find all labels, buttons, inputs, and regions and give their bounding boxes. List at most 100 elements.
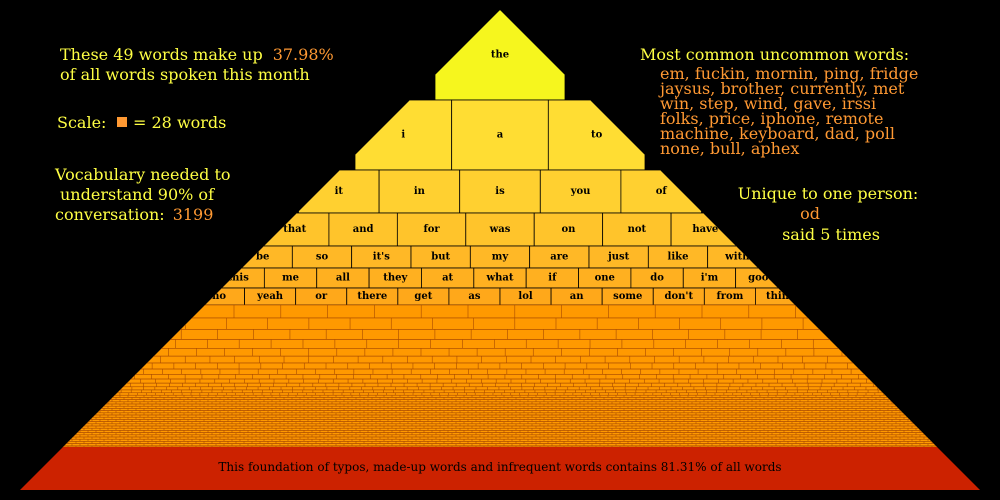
word-label: for: [423, 224, 440, 235]
brick-row: [20, 421, 980, 425]
word-label: there: [357, 291, 387, 302]
brick-row: [20, 378, 980, 384]
word-cell: [459, 169, 541, 214]
word-label: they: [383, 273, 408, 284]
brick-row: [20, 403, 980, 407]
brick-row: [20, 399, 980, 403]
word-cell: [533, 212, 604, 247]
word-label: yeah: [256, 291, 284, 302]
brick-row: [20, 374, 980, 380]
word-label: is: [495, 186, 505, 197]
word-label: the: [491, 50, 509, 61]
scale-label: Scale:: [57, 113, 106, 132]
vocabulary-text: conversation:: [55, 205, 165, 224]
vocabulary-value: 3199: [173, 205, 214, 224]
word-label: no: [212, 291, 226, 302]
word-label: think: [766, 291, 797, 302]
unique-word: od: [800, 204, 820, 223]
brick-row: [20, 392, 980, 396]
word-label: one: [595, 273, 615, 284]
word-label: like: [668, 252, 689, 263]
brick-row: [20, 355, 980, 364]
word-label: are: [550, 252, 568, 263]
coverage-after: of all words spoken this month: [60, 65, 310, 84]
vocabulary-line: conversation: 3199: [55, 205, 213, 224]
brick-row: [20, 368, 980, 375]
uncommon-line: em, fuckin, mornin, ping, fridge: [660, 64, 918, 83]
uncommon-title: Most common uncommon words:: [640, 45, 909, 64]
uncommon-line: none, bull, aphex: [660, 139, 799, 158]
word-label: this: [228, 273, 250, 284]
coverage-before: These 49 words make up: [60, 45, 263, 64]
brick-row: [20, 304, 980, 319]
unique-title: Unique to one person:: [738, 184, 919, 203]
word-label: in: [414, 186, 426, 197]
uncommon-line: win, step, wind, gave, irssi: [660, 94, 876, 113]
word-label: to: [591, 130, 603, 141]
word-label: was: [489, 224, 511, 235]
brick-row: [20, 425, 980, 429]
word-label: at: [442, 273, 453, 284]
coverage-value: 37.98%: [273, 45, 334, 64]
vocabulary-line: Vocabulary needed to: [54, 165, 231, 184]
brick-row: [20, 430, 980, 433]
word-label: good: [748, 273, 775, 284]
brick-row: [20, 386, 980, 391]
word-label: and: [353, 224, 374, 235]
word-label: of: [656, 186, 668, 197]
brick-row: [20, 339, 980, 349]
brick-row: [20, 394, 980, 398]
word-label: just: [607, 252, 630, 263]
coverage-text: These 49 words make up 37.98%: [60, 45, 334, 64]
word-label: so: [316, 252, 329, 263]
word-cell: [465, 212, 535, 247]
brick-row: [20, 389, 980, 394]
word-label: if: [548, 273, 557, 284]
brick-row: [20, 317, 980, 330]
word-label: do: [650, 273, 664, 284]
uncommon-line: machine, keyboard, dad, poll: [660, 124, 895, 143]
brick-row: [20, 329, 980, 340]
foundation-label: This foundation of typos, made-up words …: [218, 460, 781, 474]
word-label: as: [468, 291, 480, 302]
word-label: from: [716, 291, 743, 302]
brick-row: [20, 416, 980, 420]
vocabulary-text: understand 90% of: [60, 185, 215, 204]
word-label: all: [336, 273, 350, 284]
word-label: lol: [518, 291, 532, 302]
word-label: don't: [664, 291, 693, 302]
word-label: some: [613, 291, 642, 302]
word-label: or: [315, 291, 328, 302]
pyramid: the i a to it in is you of that and for was on not have…: [20, 10, 980, 490]
vocabulary-line: understand 90% of: [60, 185, 215, 204]
brick-row: [20, 434, 980, 438]
word-label: me: [282, 273, 299, 284]
word-label: you: [570, 186, 591, 197]
word-label: with: [724, 252, 750, 263]
vocabulary-text: Vocabulary needed to: [54, 165, 231, 184]
word-label: get: [414, 291, 432, 302]
word-label: what: [486, 273, 514, 284]
word-label: my: [492, 252, 510, 263]
word-label: i: [401, 130, 405, 141]
uncommon-line: jaysus, brother, currently, met: [658, 79, 905, 98]
uncommon-line: folks, price, iphone, remote: [660, 109, 883, 128]
scale-value: = 28 words: [133, 113, 226, 132]
word-label: be: [256, 252, 269, 263]
word-label: not: [628, 224, 647, 235]
scale-icon: [117, 117, 127, 127]
brick-row: [20, 443, 980, 447]
brick-row: [20, 412, 980, 416]
word-label: but: [431, 252, 450, 263]
word-label: i'm: [701, 273, 719, 284]
word-label: it's: [373, 252, 390, 263]
uncommon-words: Most common uncommon words:em, fuckin, m…: [640, 45, 918, 158]
word-label: have: [692, 224, 718, 235]
word-label: an: [570, 291, 584, 302]
word-label: a: [497, 130, 504, 141]
word-cell: [378, 169, 461, 214]
brick-row: [20, 382, 980, 388]
word-label: it: [335, 186, 344, 197]
